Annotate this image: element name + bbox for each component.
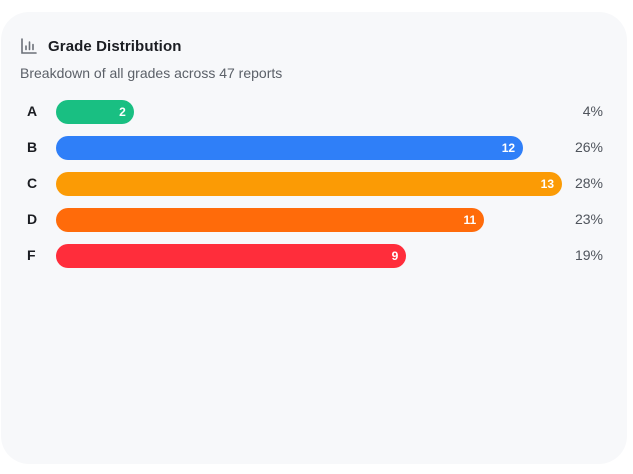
bar-track: 13 bbox=[56, 172, 562, 196]
percentage-label: 19% bbox=[574, 247, 603, 263]
bar-track: 12 bbox=[56, 136, 562, 160]
card-header: Grade Distribution bbox=[20, 37, 181, 55]
grade-bar-b: 12 bbox=[56, 136, 524, 160]
grade-label: C bbox=[27, 175, 38, 191]
grade-bar-a: 2 bbox=[56, 100, 134, 124]
grade-bar-c: 13 bbox=[56, 172, 562, 196]
bar-chart-icon bbox=[21, 38, 37, 54]
card-title: Grade Distribution bbox=[48, 37, 182, 55]
grade-bar-d: 11 bbox=[56, 208, 485, 232]
bar-count-label: 11 bbox=[463, 213, 477, 227]
grade-row-d: D 11 23% bbox=[1, 208, 627, 232]
grade-bar-f: 9 bbox=[56, 244, 407, 268]
grade-row-c: C 13 28% bbox=[1, 172, 627, 196]
percentage-label: 4% bbox=[582, 103, 603, 119]
bar-count-label: 12 bbox=[501, 141, 516, 155]
card-subtitle: Breakdown of all grades across 47 report… bbox=[20, 65, 283, 81]
percentage-label: 26% bbox=[574, 139, 603, 155]
bar-count-label: 2 bbox=[119, 105, 126, 119]
grade-label: A bbox=[27, 103, 38, 119]
grade-label: B bbox=[27, 139, 38, 155]
grade-label: F bbox=[27, 247, 36, 263]
bar-track: 9 bbox=[56, 244, 562, 268]
bar-track: 11 bbox=[56, 208, 562, 232]
bar-count-label: 9 bbox=[391, 249, 399, 263]
grade-row-b: B 12 26% bbox=[1, 136, 627, 160]
grade-row-f: F 9 19% bbox=[1, 244, 627, 268]
bar-count-label: 13 bbox=[540, 177, 554, 191]
grade-label: D bbox=[27, 211, 38, 227]
percentage-label: 23% bbox=[574, 211, 603, 227]
bar-track: 2 bbox=[56, 100, 562, 124]
grade-distribution-card: Grade Distribution Breakdown of all grad… bbox=[1, 12, 627, 464]
grade-row-a: A 2 4% bbox=[1, 100, 627, 124]
percentage-label: 28% bbox=[574, 175, 603, 191]
